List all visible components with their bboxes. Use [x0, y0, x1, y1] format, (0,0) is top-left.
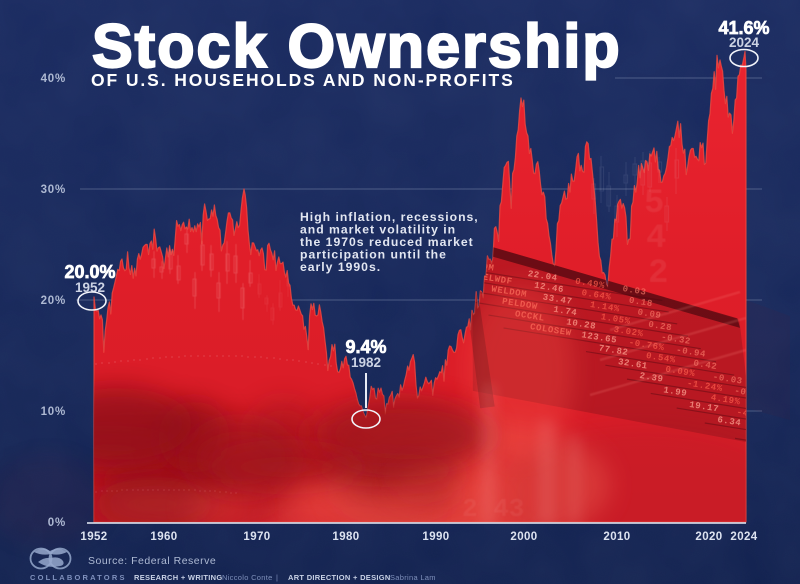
svg-text:1982: 1982: [351, 355, 381, 370]
svg-text:Source: Federal Reserve: Source: Federal Reserve: [88, 555, 216, 567]
svg-text:COLLABORATORS: COLLABORATORS: [30, 573, 127, 582]
svg-text:10%: 10%: [41, 406, 66, 418]
svg-text:|: |: [276, 573, 278, 582]
svg-text:RESEARCH + WRITING: RESEARCH + WRITING: [134, 573, 223, 582]
svg-text:2020: 2020: [695, 531, 722, 543]
svg-text:2024: 2024: [729, 35, 760, 50]
svg-text:ART DIRECTION + DESIGN: ART DIRECTION + DESIGN: [288, 573, 391, 582]
svg-text:OF U.S. HOUSEHOLDS AND NON-PRO: OF U.S. HOUSEHOLDS AND NON-PROFITS: [91, 70, 515, 90]
svg-text:and market volatility in: and market volatility in: [300, 223, 456, 237]
svg-text:1990: 1990: [422, 531, 449, 543]
svg-text:Niccolo Conte: Niccolo Conte: [222, 573, 273, 582]
svg-text:participation until the: participation until the: [300, 248, 447, 262]
svg-text:1960: 1960: [150, 531, 177, 543]
svg-text:41.6%: 41.6%: [718, 18, 769, 38]
svg-text:9.4%: 9.4%: [345, 337, 386, 357]
svg-text:2000: 2000: [510, 531, 537, 543]
svg-text:1952: 1952: [80, 531, 107, 543]
svg-text:2010: 2010: [603, 531, 630, 543]
svg-text:1952: 1952: [75, 280, 105, 295]
svg-text:High inflation, recessions,: High inflation, recessions,: [300, 210, 479, 224]
svg-text:20%: 20%: [41, 295, 66, 307]
svg-text:20.0%: 20.0%: [64, 262, 115, 282]
svg-text:the 1970s reduced market: the 1970s reduced market: [300, 235, 474, 249]
svg-text:Stock Ownership: Stock Ownership: [92, 12, 622, 80]
svg-text:40%: 40%: [41, 73, 66, 85]
svg-text:early 1990s.: early 1990s.: [300, 260, 381, 274]
svg-text:0%: 0%: [48, 517, 66, 529]
svg-text:1970: 1970: [243, 531, 270, 543]
svg-text:30%: 30%: [41, 184, 66, 196]
svg-text:1980: 1980: [332, 531, 359, 543]
svg-text:2024: 2024: [730, 531, 757, 543]
svg-text:Sabrina Lam: Sabrina Lam: [390, 573, 436, 582]
